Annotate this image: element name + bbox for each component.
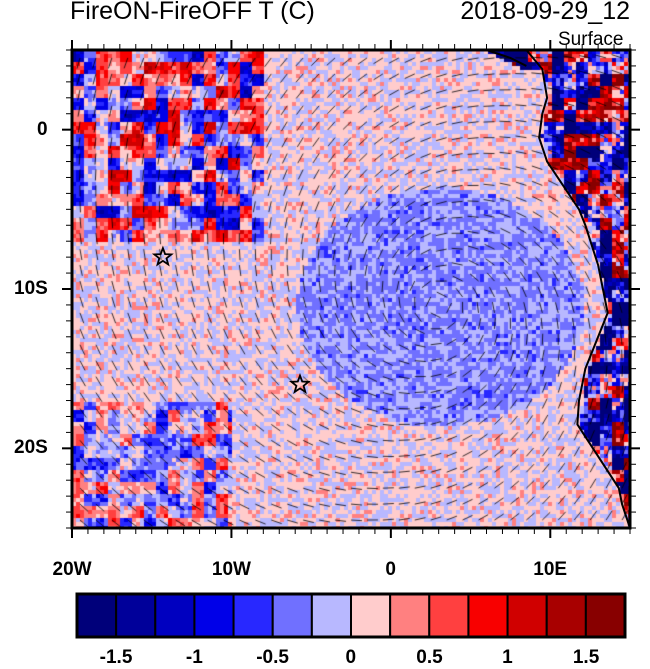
colorbar-box	[193, 593, 235, 638]
colorbar-label: -1.5	[99, 647, 133, 668]
colorbar-box	[389, 593, 431, 638]
plot-date: 2018-09-29_12	[460, 0, 630, 25]
star-marker	[151, 245, 174, 267]
colorbar-box	[467, 593, 509, 638]
lat-tick-label: 20S	[14, 437, 48, 459]
colorbar-label: -0.5	[256, 647, 289, 668]
colorbar-box	[350, 593, 392, 638]
colorbar-label: 1.5	[572, 647, 600, 668]
temperature-difference-field	[72, 50, 630, 528]
colorbar-box	[232, 593, 274, 638]
colorbar-box	[154, 593, 196, 638]
lon-tick-label: 10W	[211, 559, 251, 580]
colorbar-box	[506, 593, 548, 638]
lon-tick-label: 0	[385, 559, 396, 580]
star-marker	[288, 373, 311, 394]
colorbar-box	[76, 593, 118, 638]
colorbar-box	[310, 593, 353, 638]
map-frame	[70, 48, 632, 530]
colorbar-label: 1	[502, 647, 513, 668]
lat-tick-label: 10S	[14, 278, 48, 299]
colorbar-box	[115, 593, 157, 638]
colorbar-label: 0.5	[416, 647, 443, 668]
lat-tick-label: 0	[37, 118, 48, 140]
colorbar-box	[545, 593, 587, 638]
lon-tick-label: 10E	[533, 559, 568, 580]
lon-tick-label: 20W	[52, 559, 92, 580]
colorbar-box	[428, 593, 470, 638]
colorbar-label: -1	[185, 647, 203, 668]
coastline	[525, 49, 631, 529]
colorbar-box	[584, 593, 626, 638]
colorbar-frame	[75, 592, 627, 639]
plot-title: FireON-FireOFF T (C)	[70, 0, 315, 25]
colorbar-box	[271, 593, 313, 638]
level-label: Surface	[558, 29, 624, 50]
coastline-north	[486, 49, 527, 67]
colorbar-label: 0	[345, 647, 357, 668]
